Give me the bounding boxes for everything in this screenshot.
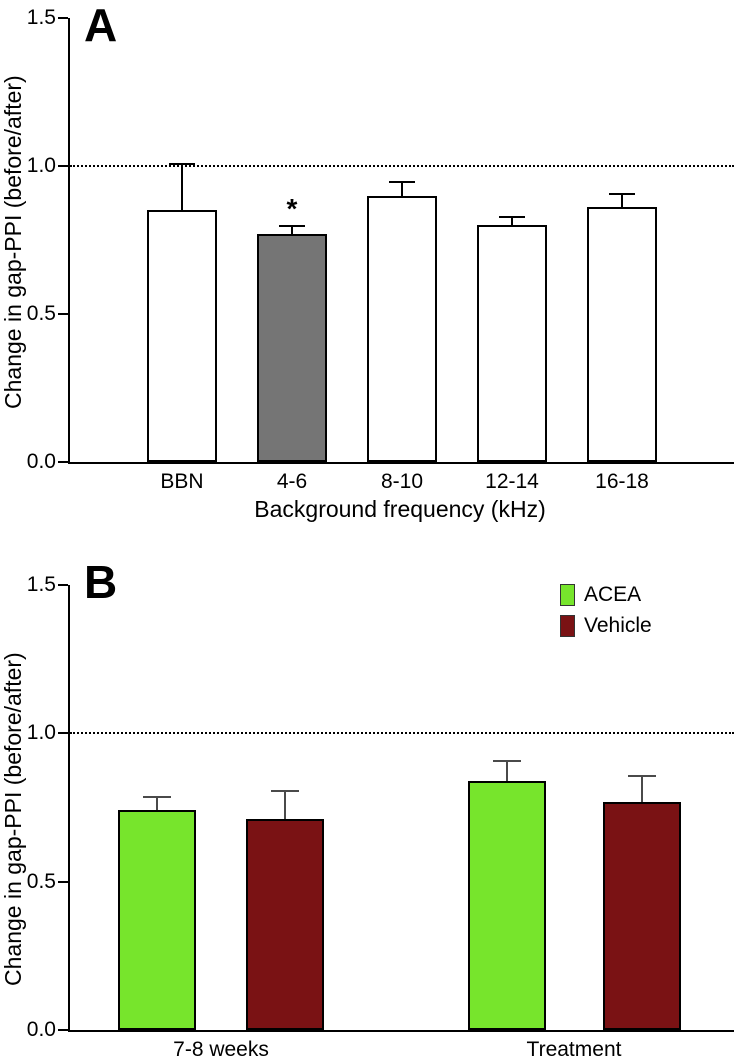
- x-axis-category-label: 8-10: [380, 470, 424, 493]
- legend-label-acea: ACEA: [584, 582, 642, 606]
- y-axis-tick: [58, 17, 68, 19]
- bar-8-10: [367, 195, 437, 462]
- y-axis-tick: [58, 584, 68, 586]
- y-axis-tick-label: 1.0: [26, 154, 56, 177]
- error-bar-whisker: [511, 216, 513, 226]
- x-axis-category-label: Treatment: [526, 1038, 622, 1061]
- panel-b: B Change in gap-PPI (before/after) 0.0 0.…: [0, 545, 742, 1062]
- error-bar-cap: [169, 163, 195, 166]
- error-bar-cap: [609, 192, 635, 195]
- y-axis-tick-label: 0.0: [26, 450, 56, 473]
- error-bar-cap: [143, 795, 171, 798]
- error-bar-whisker: [284, 789, 286, 820]
- y-axis-tick-label: 1.5: [26, 573, 56, 596]
- error-bar-cap: [628, 774, 656, 777]
- error-bar-whisker: [291, 225, 293, 235]
- error-bar-cap: [271, 789, 299, 792]
- bar-7-8-weeks-vehicle: [246, 819, 324, 1030]
- legend-swatch-acea: [560, 583, 575, 606]
- y-axis-tick: [58, 313, 68, 315]
- legend-entry-vehicle: Vehicle: [560, 610, 652, 641]
- panel-a-y-axis-title: Change in gap-PPI (before/after): [0, 75, 26, 409]
- y-axis-tick-label: 0.0: [26, 1018, 56, 1041]
- x-axis-category-label: 16-18: [595, 470, 649, 493]
- error-bar-whisker: [401, 180, 403, 196]
- y-axis-tick-label: 1.0: [26, 721, 56, 745]
- panel-b-letter: B: [84, 556, 118, 608]
- bar-treatment-vehicle: [603, 801, 681, 1030]
- x-axis-category-label: 12-14: [485, 470, 539, 493]
- error-bar-cap: [389, 180, 415, 183]
- bar-treatment-acea: [468, 780, 546, 1030]
- y-axis-tick: [58, 732, 68, 735]
- panel-a: A Change in gap-PPI (before/after) 0.0 0.…: [0, 0, 734, 522]
- x-axis-category-label: 7-8 weeks: [173, 1038, 269, 1061]
- y-axis-tick-label: 1.5: [26, 6, 56, 29]
- panel-b-y-axis-title: Change in gap-PPI (before/after): [0, 652, 26, 986]
- panel-a-plot-area: 0.0 0.5 1.0 1.5 BBN 4-6 8-10 12-14 16-18 *: [27, 6, 734, 493]
- error-bar-whisker: [181, 163, 183, 211]
- error-bar-whisker: [506, 760, 508, 781]
- error-bar-whisker: [641, 774, 643, 802]
- y-axis-tick: [58, 165, 68, 167]
- y-axis-tick-label: 0.5: [26, 869, 56, 893]
- y-axis-tick: [58, 1029, 68, 1031]
- error-bar-cap: [279, 225, 305, 228]
- reference-line-unity: [70, 165, 734, 167]
- error-bar-cap: [493, 760, 521, 763]
- bar-7-8-weeks-acea: [118, 810, 196, 1030]
- x-axis-category-label: 4-6: [276, 470, 308, 493]
- error-bar-cap: [499, 216, 525, 219]
- y-axis-tick: [58, 461, 68, 463]
- bar-bbn: [147, 210, 217, 462]
- error-bar-whisker: [156, 795, 158, 811]
- y-axis-tick-label: 0.5: [26, 302, 56, 325]
- legend: ACEA Vehicle: [560, 579, 652, 641]
- reference-line-unity: [70, 732, 734, 735]
- panel-a-letter: A: [84, 0, 118, 51]
- bar-16-18: [587, 207, 657, 462]
- bar-12-14: [477, 225, 547, 462]
- panel-b-plot-area: 0.0 0.5 1.0 1.5 7-8 weeks Treatment: [27, 573, 734, 1061]
- panel-a-x-axis-title: Background frequency (kHz): [254, 496, 546, 522]
- bar-4-6: [257, 234, 327, 462]
- legend-entry-acea: ACEA: [560, 579, 652, 610]
- x-axis-category-label: BBN: [160, 470, 204, 493]
- y-axis-tick: [58, 880, 68, 883]
- significance-asterisk: *: [286, 193, 298, 225]
- error-bar-whisker: [621, 192, 623, 208]
- legend-swatch-vehicle: [560, 614, 575, 637]
- legend-label-vehicle: Vehicle: [584, 613, 652, 637]
